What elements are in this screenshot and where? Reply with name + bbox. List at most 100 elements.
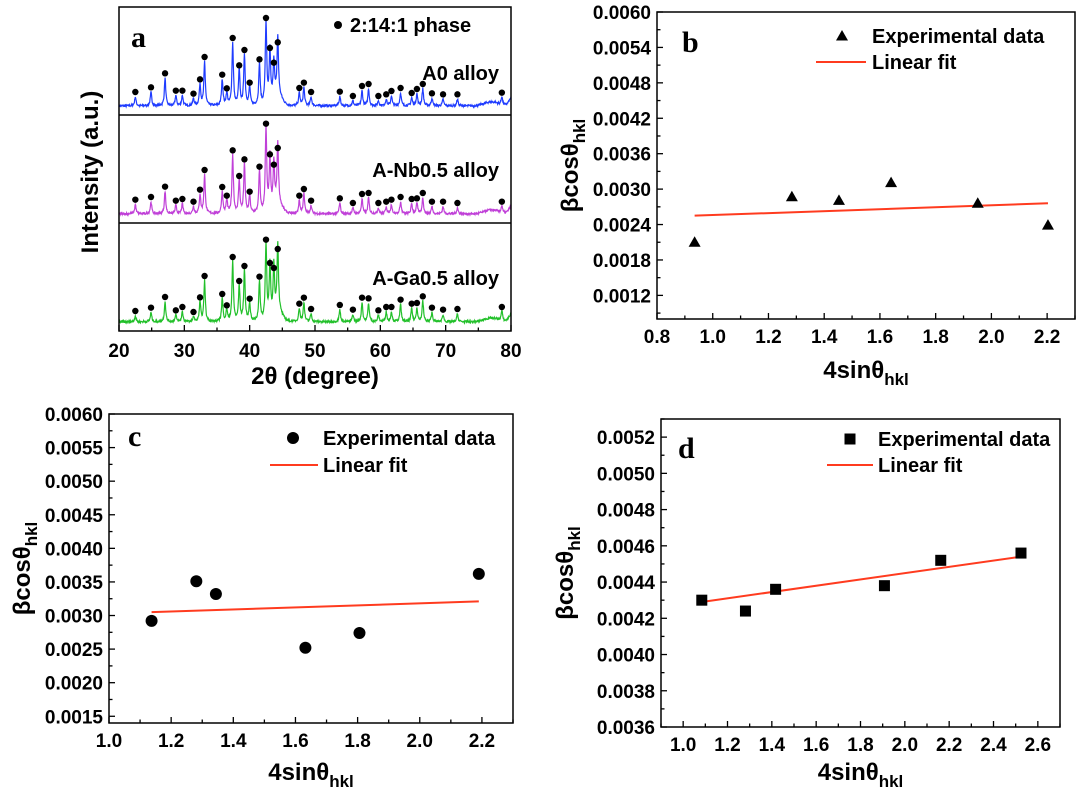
phase-peak-marker bbox=[454, 91, 461, 98]
phase-peak-marker bbox=[300, 79, 308, 86]
phase-peak-marker bbox=[419, 80, 426, 88]
phase-peak-marker bbox=[256, 56, 263, 63]
data-point bbox=[299, 641, 312, 654]
phase-peak-marker bbox=[419, 189, 426, 197]
y-axis-label-subscript: hkl bbox=[22, 522, 41, 547]
phase-peak-marker bbox=[161, 183, 169, 190]
phase-peak-marker bbox=[375, 307, 382, 314]
phase-peak-marker bbox=[190, 308, 197, 316]
phase-peak-marker bbox=[236, 62, 243, 69]
phase-peak-marker bbox=[388, 87, 395, 95]
series-label: A0 alloy bbox=[422, 63, 500, 85]
data-point bbox=[190, 575, 203, 588]
phase-peak-marker bbox=[498, 303, 506, 311]
y-tick-label: 0.0042 bbox=[593, 109, 651, 130]
x-tick-label: 2.4 bbox=[980, 735, 1007, 756]
phase-peak-marker bbox=[241, 46, 248, 54]
y-tick-label: 0.0036 bbox=[593, 145, 651, 166]
phase-peak-marker bbox=[256, 273, 263, 280]
phase-peak-marker bbox=[408, 89, 415, 97]
y-tick-label: 0.0030 bbox=[45, 607, 103, 628]
phase-peak-marker bbox=[428, 198, 436, 205]
data-point bbox=[935, 554, 947, 566]
y-tick-label: 0.0050 bbox=[45, 472, 103, 493]
y-axis-label-main: βcosθ bbox=[552, 551, 579, 620]
phase-peak-marker bbox=[147, 193, 155, 201]
data-point bbox=[832, 194, 845, 205]
linear-fit-line bbox=[694, 202, 1049, 217]
phase-peak-marker bbox=[190, 198, 197, 205]
y-axis-label-subscript: hkl bbox=[570, 119, 589, 144]
y-tick-label: 0.0055 bbox=[45, 439, 104, 460]
data-point bbox=[1041, 219, 1054, 230]
data-point bbox=[472, 567, 485, 580]
phase-peak-marker bbox=[147, 304, 155, 311]
phase-peak-marker bbox=[274, 245, 281, 253]
x-tick-label: 2.2 bbox=[1034, 327, 1060, 348]
phase-peak-marker bbox=[262, 14, 270, 22]
phase-peak-marker bbox=[132, 196, 139, 203]
x-tick-label: 2.6 bbox=[1025, 735, 1051, 756]
phase-peak-marker bbox=[365, 189, 372, 197]
x-tick-label: 1.6 bbox=[282, 731, 308, 752]
phase-peak-marker bbox=[179, 195, 186, 203]
data-point bbox=[1015, 547, 1027, 559]
phase-peak-marker bbox=[161, 293, 169, 301]
phase-peak-marker bbox=[229, 34, 236, 42]
data-point bbox=[878, 580, 890, 592]
phase-peak-marker bbox=[296, 84, 303, 92]
phase-peak-marker bbox=[296, 192, 303, 199]
phase-peak-marker bbox=[196, 76, 204, 83]
y-tick-label: 0.0030 bbox=[593, 180, 651, 201]
x-tick-label: 1.8 bbox=[847, 735, 873, 756]
phase-peak-marker bbox=[383, 198, 390, 205]
x-tick-label: 2.2 bbox=[469, 731, 495, 752]
xrd-trace-2 bbox=[118, 240, 512, 325]
legend-marker-icon bbox=[334, 21, 342, 29]
phase-peak-marker bbox=[388, 303, 395, 311]
phase-peak-marker bbox=[358, 294, 366, 301]
y-tick-label: 0.0035 bbox=[45, 573, 104, 594]
y-tick-label: 0.0048 bbox=[593, 74, 651, 95]
panel-letter: b bbox=[682, 26, 699, 59]
phase-peak-marker bbox=[454, 199, 461, 207]
phase-peak-marker bbox=[201, 53, 208, 61]
xrd-trace-0 bbox=[118, 19, 512, 109]
legend-marker-icon bbox=[844, 433, 856, 445]
phase-peak-marker bbox=[336, 301, 344, 309]
y-tick-label: 0.0038 bbox=[597, 682, 655, 703]
x-tick-label: 2.0 bbox=[978, 327, 1004, 348]
y-tick-label: 0.0036 bbox=[597, 718, 655, 739]
y-tick-label: 0.0040 bbox=[597, 646, 655, 667]
phase-peak-marker bbox=[241, 156, 248, 163]
phase-peak-marker bbox=[274, 144, 281, 152]
phase-peak-marker bbox=[266, 44, 274, 52]
x-tick-label: 1.0 bbox=[700, 327, 726, 348]
phase-peak-marker bbox=[223, 85, 230, 92]
phase-peak-marker bbox=[375, 92, 382, 100]
phase-peak-marker bbox=[336, 88, 344, 95]
phase-peak-marker bbox=[358, 82, 366, 90]
x-tick-label: 0.8 bbox=[644, 327, 670, 348]
phase-peak-marker bbox=[365, 80, 372, 88]
phase-peak-marker bbox=[172, 87, 180, 94]
phase-peak-marker bbox=[223, 302, 230, 309]
y-tick-label: 0.0020 bbox=[45, 674, 103, 695]
x-tick-label: 1.0 bbox=[96, 731, 122, 752]
data-point bbox=[353, 626, 366, 639]
data-point bbox=[770, 583, 782, 595]
phase-peak-marker bbox=[413, 299, 421, 307]
x-tick-label: 30 bbox=[174, 341, 195, 362]
phase-peak-marker bbox=[274, 39, 281, 46]
x-tick-label: 1.4 bbox=[759, 735, 786, 756]
plot-frame bbox=[656, 11, 1076, 320]
y-tick-label: 0.0054 bbox=[593, 38, 652, 59]
y-tick-label: 0.0042 bbox=[597, 609, 655, 630]
y-tick-label: 0.0046 bbox=[597, 537, 655, 558]
phase-peak-marker bbox=[307, 88, 315, 96]
phase-peak-marker bbox=[397, 84, 404, 92]
phase-peak-marker bbox=[307, 305, 315, 313]
y-axis-label-subscript: hkl bbox=[565, 526, 584, 551]
phase-peak-marker bbox=[408, 195, 415, 203]
phase-peak-marker bbox=[439, 306, 447, 313]
